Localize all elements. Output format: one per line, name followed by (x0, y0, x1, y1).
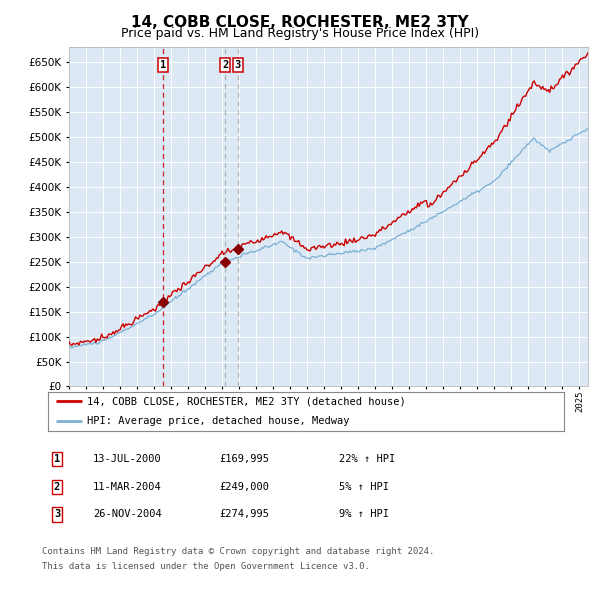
Text: 5% ↑ HPI: 5% ↑ HPI (339, 482, 389, 491)
Text: 9% ↑ HPI: 9% ↑ HPI (339, 510, 389, 519)
Text: £169,995: £169,995 (219, 454, 269, 464)
Text: Price paid vs. HM Land Registry's House Price Index (HPI): Price paid vs. HM Land Registry's House … (121, 27, 479, 40)
Text: Contains HM Land Registry data © Crown copyright and database right 2024.: Contains HM Land Registry data © Crown c… (42, 547, 434, 556)
Text: 14, COBB CLOSE, ROCHESTER, ME2 3TY (detached house): 14, COBB CLOSE, ROCHESTER, ME2 3TY (deta… (86, 396, 406, 406)
Text: 1: 1 (54, 454, 60, 464)
Text: HPI: Average price, detached house, Medway: HPI: Average price, detached house, Medw… (86, 416, 349, 426)
Text: 26-NOV-2004: 26-NOV-2004 (93, 510, 162, 519)
Text: 22% ↑ HPI: 22% ↑ HPI (339, 454, 395, 464)
Text: This data is licensed under the Open Government Licence v3.0.: This data is licensed under the Open Gov… (42, 562, 370, 571)
Text: 3: 3 (235, 60, 241, 70)
Text: 2: 2 (54, 482, 60, 491)
Text: 1: 1 (160, 60, 166, 70)
Text: 2: 2 (222, 60, 229, 70)
Text: 11-MAR-2004: 11-MAR-2004 (93, 482, 162, 491)
Text: 13-JUL-2000: 13-JUL-2000 (93, 454, 162, 464)
Text: 3: 3 (54, 510, 60, 519)
Text: £274,995: £274,995 (219, 510, 269, 519)
Text: £249,000: £249,000 (219, 482, 269, 491)
Text: 14, COBB CLOSE, ROCHESTER, ME2 3TY: 14, COBB CLOSE, ROCHESTER, ME2 3TY (131, 15, 469, 30)
